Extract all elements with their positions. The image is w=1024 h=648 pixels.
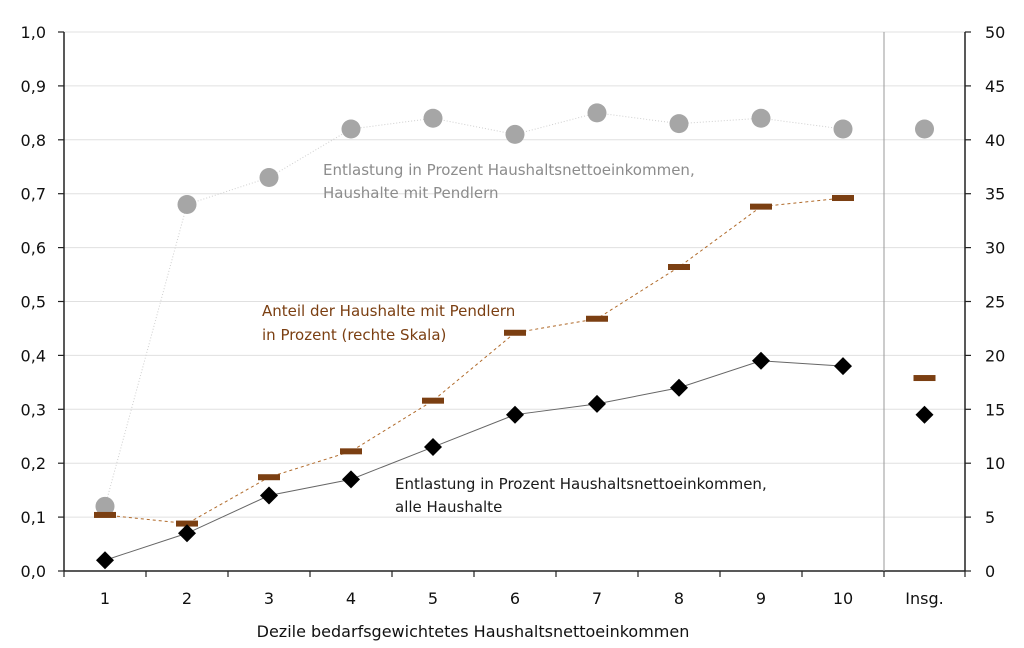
point-dash: [340, 448, 362, 455]
point-diamond: [752, 351, 770, 370]
point-diamond: [178, 524, 196, 543]
y-axis-right-ticks: 0 5 10 15 20 25 30 35 40 45 50: [965, 23, 1005, 581]
point-diamond: [506, 405, 524, 424]
point-dash: [586, 315, 608, 322]
point-circle: [95, 496, 115, 516]
point-dash: [668, 264, 690, 271]
y-right-tick-label: 50: [985, 23, 1005, 42]
series-line-diamond: [104, 360, 844, 561]
y-left-tick-label: 0,4: [21, 346, 46, 365]
axes: [63, 32, 966, 572]
y-right-tick-label: 0: [985, 562, 995, 581]
point-circle: [423, 108, 443, 128]
x-tick-label: 4: [346, 589, 356, 608]
x-tick-label: 3: [264, 589, 274, 608]
y-left-tick-label: 0,3: [21, 400, 46, 419]
y-left-tick-label: 0,2: [21, 454, 46, 473]
annotation-alle-haushalte: Entlastung in Prozent Haushaltsnettoeink…: [395, 475, 767, 516]
x-tick-label: 6: [510, 589, 520, 608]
point-circle: [833, 119, 853, 139]
annotation-anteil-pendler-line-2: in Prozent (rechte Skala): [262, 326, 446, 344]
y-right-tick-label: 40: [985, 131, 1005, 150]
point-dash: [258, 474, 280, 481]
annotation-anteil-pendler-line-1: Anteil der Haushalte mit Pendlern: [262, 302, 515, 320]
y-axis-left-ticks: 0,0 0,1 0,2 0,3 0,4 0,5 0,6 0,7 0,8 0,9 1,0: [21, 23, 64, 581]
point-circle: [177, 194, 197, 214]
series-line-dash: [104, 197, 844, 525]
x-tick-label: Insg.: [905, 589, 943, 608]
point-diamond: [588, 394, 606, 413]
y-left-tick-label: 1,0: [21, 23, 46, 42]
point-circle: [751, 108, 771, 128]
gridlines: [64, 31, 965, 518]
series-lines: [104, 112, 844, 561]
point-circle: [915, 119, 934, 139]
series-line-circle: [104, 112, 844, 507]
y-right-tick-label: 30: [985, 239, 1005, 258]
point-circle: [505, 124, 525, 144]
point-diamond: [915, 405, 934, 424]
y-right-tick-label: 15: [985, 400, 1005, 419]
point-dash: [422, 397, 444, 404]
point-diamond: [834, 357, 852, 376]
x-tick-label: 9: [756, 589, 766, 608]
x-tick-label: 1: [100, 589, 110, 608]
point-diamond: [424, 438, 442, 457]
point-circle: [669, 114, 689, 134]
x-tick-label: 10: [833, 589, 853, 608]
y-left-tick-label: 0,0: [21, 562, 46, 581]
point-diamond: [670, 378, 688, 397]
annotation-pendler-entlastung-line-1: Entlastung in Prozent Haushaltsnettoeink…: [323, 161, 695, 179]
x-tick-label: 7: [592, 589, 602, 608]
point-circle: [587, 103, 607, 123]
point-dash: [176, 520, 198, 527]
point-dash: [750, 203, 772, 210]
y-right-tick-label: 5: [985, 508, 995, 527]
y-left-tick-label: 0,7: [21, 185, 46, 204]
point-dash: [504, 329, 526, 336]
y-right-tick-label: 25: [985, 293, 1005, 312]
series-markers: [94, 103, 936, 570]
point-dash: [913, 375, 936, 382]
x-tick-label: 8: [674, 589, 684, 608]
x-tick-label: 2: [182, 589, 192, 608]
point-diamond: [260, 486, 278, 505]
y-right-tick-label: 35: [985, 185, 1005, 204]
point-dash: [94, 511, 116, 518]
x-axis-ticks: 1 2 3 4 5 6 7 8 9 10 Insg.: [63, 571, 966, 608]
y-left-tick-label: 0,1: [21, 508, 46, 527]
y-left-tick-label: 0,9: [21, 77, 46, 96]
y-left-tick-label: 0,6: [21, 239, 46, 258]
point-diamond: [342, 470, 360, 489]
annotation-alle-haushalte-line-1: Entlastung in Prozent Haushaltsnettoeink…: [395, 475, 767, 493]
annotation-pendler-entlastung-line-2: Haushalte mit Pendlern: [323, 184, 499, 202]
y-right-tick-label: 45: [985, 77, 1005, 96]
y-left-tick-label: 0,8: [21, 131, 46, 150]
y-right-tick-label: 10: [985, 454, 1005, 473]
x-axis-label: Dezile bedarfsgewichtetes Haushaltsnetto…: [257, 622, 690, 641]
y-right-tick-label: 20: [985, 346, 1005, 365]
annotation-alle-haushalte-line-2: alle Haushalte: [395, 498, 502, 516]
x-tick-label: 5: [428, 589, 438, 608]
annotation-pendler-entlastung: Entlastung in Prozent Haushaltsnettoeink…: [323, 161, 695, 202]
point-circle: [341, 119, 361, 139]
y-left-tick-label: 0,5: [21, 293, 46, 312]
annotation-anteil-pendler: Anteil der Haushalte mit Pendlern in Pro…: [262, 302, 515, 344]
point-diamond: [96, 551, 114, 570]
point-dash: [832, 195, 854, 202]
point-circle: [259, 168, 279, 188]
